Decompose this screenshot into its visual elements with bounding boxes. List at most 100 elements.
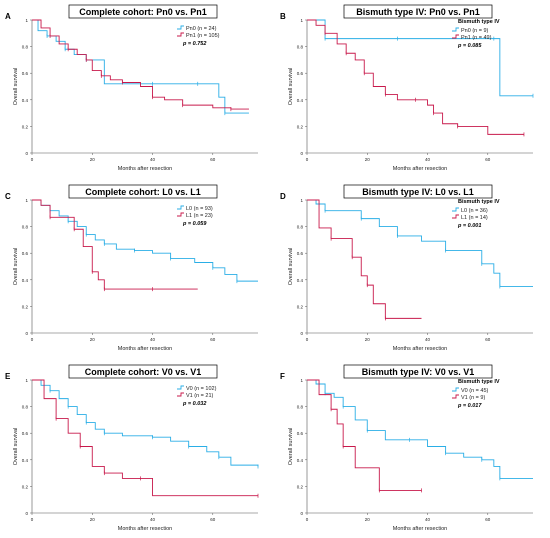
x-tick-label: 20 (90, 157, 96, 162)
survival-curve-group1 (32, 199, 198, 290)
p-value: p = 0.017 (457, 403, 482, 409)
panel-letter: D (280, 192, 286, 201)
x-tick-label: 40 (425, 517, 431, 522)
x-tick-label: 60 (485, 337, 491, 342)
survival-curve-group0 (307, 19, 533, 97)
legend-entry: Pn1 (n = 49) (461, 35, 492, 41)
x-tick-label: 0 (31, 157, 34, 162)
legend-swatch (452, 214, 459, 219)
y-tick-label: 1 (25, 18, 28, 23)
legend-swatch (452, 27, 459, 32)
chart-title-box (68, 4, 218, 19)
y-tick-label: 0 (300, 151, 303, 156)
y-axis-label: Overall survival (13, 248, 19, 286)
y-tick-label: 1 (25, 198, 28, 203)
y-tick-label: 0 (300, 511, 303, 516)
legend-entry: Pn0 (n = 24) (186, 26, 217, 32)
legend-title: Bismuth type IV (458, 199, 500, 205)
legend-swatch (452, 394, 459, 399)
y-tick-label: 0.6 (297, 71, 304, 76)
legend-title: Bismuth type IV (458, 379, 500, 385)
legend-entry: V0 (n = 102) (186, 386, 217, 392)
survival-curve-group0 (307, 199, 533, 287)
y-axis-label: Overall survival (288, 68, 294, 106)
y-tick-label: 0 (25, 511, 28, 516)
chart-title-box (68, 364, 218, 379)
legend-entry: L0 (n = 93) (186, 206, 213, 212)
legend-entry: Pn1 (n = 105) (186, 33, 220, 39)
legend-entry: L1 (n = 14) (461, 215, 488, 221)
y-tick-label: 0.4 (297, 98, 304, 103)
legend-swatch (177, 25, 184, 30)
y-tick-label: 0 (25, 331, 28, 336)
y-tick-label: 1 (300, 198, 303, 203)
x-tick-label: 60 (210, 157, 216, 162)
legend-entry: V1 (n = 9) (461, 395, 485, 401)
y-tick-label: 0.6 (22, 71, 29, 76)
chart-title: Complete cohort: Pn0 vs. Pn1 (79, 7, 207, 17)
y-tick-label: 0 (25, 151, 28, 156)
panel-e: E Complete cohort: V0 vs. V1 0 0.2 0.4 0.6 0.8… (5, 364, 259, 532)
x-axis-label: Months after resection (118, 346, 172, 352)
x-tick-label: 0 (31, 337, 34, 342)
y-tick-label: 1 (300, 18, 303, 23)
x-tick-label: 40 (425, 157, 431, 162)
y-tick-label: 0.8 (22, 405, 29, 410)
y-tick-label: 0.8 (297, 225, 304, 230)
y-tick-label: 0.6 (22, 431, 29, 436)
chart-title: Bismuth type IV: V0 vs. V1 (362, 367, 475, 377)
y-axis-label: Overall survival (13, 68, 19, 106)
y-tick-label: 0.6 (297, 431, 304, 436)
legend-entry: L0 (n = 36) (461, 208, 488, 214)
x-axis-label: Months after resection (118, 166, 172, 172)
y-tick-label: 0.2 (297, 304, 304, 309)
legend-swatch (177, 205, 184, 210)
panel-f: F Bismuth type IV: V0 vs. V1 0 0.2 0.4 0.6 0.8… (280, 364, 533, 532)
x-tick-label: 20 (365, 157, 371, 162)
x-axis-label: Months after resection (393, 526, 447, 532)
x-tick-label: 0 (306, 517, 309, 522)
legend-title: Bismuth type IV (458, 19, 500, 25)
x-tick-label: 40 (150, 517, 156, 522)
y-tick-label: 0.6 (297, 251, 304, 256)
panel-d: D Bismuth type IV: L0 vs. L1 0 0.2 0.4 0.6 0.8… (280, 184, 533, 352)
panel-letter: A (5, 12, 11, 21)
y-tick-label: 0.4 (22, 458, 29, 463)
chart-title-box (343, 4, 493, 19)
x-tick-label: 0 (306, 337, 309, 342)
y-tick-label: 0.6 (22, 251, 29, 256)
x-tick-label: 60 (210, 517, 216, 522)
x-axis-label: Months after resection (393, 166, 447, 172)
y-tick-label: 0.8 (297, 405, 304, 410)
x-tick-label: 20 (90, 337, 96, 342)
legend-swatch (177, 32, 184, 37)
chart-title-box (343, 364, 493, 379)
x-axis-label: Months after resection (118, 526, 172, 532)
survival-curve-group0 (32, 199, 258, 282)
panel-letter: B (280, 12, 286, 21)
panel-b: B Bismuth type IV: Pn0 vs. Pn1 0 0.2 0.4 0.6 0… (280, 4, 534, 172)
x-tick-label: 20 (365, 517, 371, 522)
p-value: p = 0.059 (182, 221, 207, 227)
legend-entry: Pn0 (n = 9) (461, 28, 489, 34)
y-tick-label: 0.2 (297, 124, 304, 129)
y-tick-label: 0.2 (22, 124, 29, 129)
legend-swatch (177, 212, 184, 217)
y-tick-label: 0.2 (22, 304, 29, 309)
x-tick-label: 20 (365, 337, 371, 342)
chart-title: Complete cohort: L0 vs. L1 (85, 187, 201, 197)
panel-c: C Complete cohort: L0 vs. L1 0 0.2 0.4 0.6 0.8… (5, 184, 258, 352)
chart-title-box (68, 184, 218, 199)
y-tick-label: 0.8 (22, 45, 29, 50)
x-tick-label: 40 (150, 337, 156, 342)
y-tick-label: 1 (300, 378, 303, 383)
y-tick-label: 0 (300, 331, 303, 336)
y-tick-label: 0.4 (297, 278, 304, 283)
survival-curve-group0 (32, 379, 259, 467)
p-value: p = 0.752 (182, 41, 206, 47)
y-tick-label: 0.8 (22, 225, 29, 230)
x-tick-label: 20 (90, 517, 96, 522)
survival-curve-group1 (307, 199, 422, 319)
legend-swatch (452, 207, 459, 212)
